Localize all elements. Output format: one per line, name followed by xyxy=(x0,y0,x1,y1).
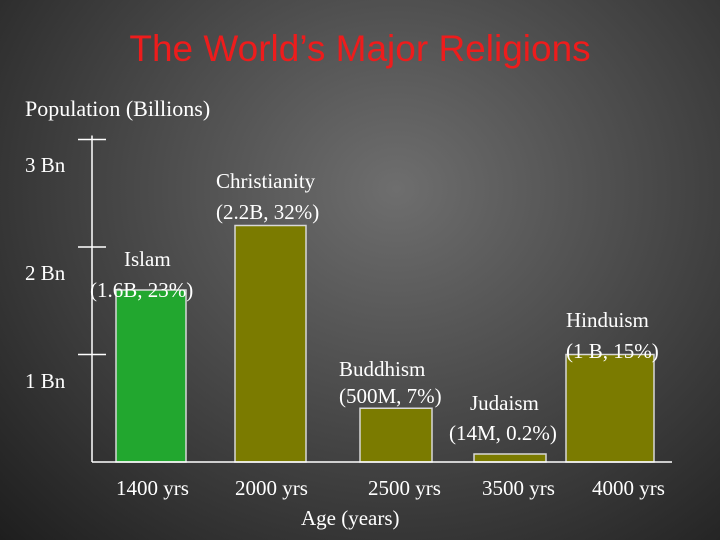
x-tick-label-2500: 2500 yrs xyxy=(368,476,441,500)
x-tick-label-4000: 4000 yrs xyxy=(592,476,665,500)
x-tick-label-2000: 2000 yrs xyxy=(235,476,308,500)
bar-label-buddhism-detail: (500M, 7%) xyxy=(339,384,442,408)
bar-label-islam-name: Islam xyxy=(124,247,171,271)
bar-christianity xyxy=(234,224,307,463)
bar-label-buddhism-name: Buddhism xyxy=(339,357,426,381)
x-axis-label: Age (years) xyxy=(301,506,400,530)
x-tick-label-3500: 3500 yrs xyxy=(482,476,555,500)
x-tick-label-1400: 1400 yrs xyxy=(116,476,189,500)
y-axis-label: Population (Billions) xyxy=(25,96,211,121)
bar-buddhism xyxy=(359,407,433,463)
bar-islam xyxy=(115,289,187,463)
bar-label-judaism-detail: (14M, 0.2%) xyxy=(449,421,557,445)
chart-title: The World’s Major Religions xyxy=(129,28,591,69)
bar-hinduism xyxy=(565,353,655,463)
y-tick-label-2: 2 Bn xyxy=(25,261,66,285)
y-tick-label-3: 3 Bn xyxy=(25,153,66,177)
bar-label-judaism-name: Judaism xyxy=(470,391,539,415)
bar-label-christianity-name: Christianity xyxy=(216,169,316,193)
bar-label-islam-detail: (1.6B, 23%) xyxy=(90,278,194,302)
bar-label-christianity-detail: (2.2B, 32%) xyxy=(216,200,320,224)
bar-label-hinduism-detail: (1 B, 15%) xyxy=(566,339,659,363)
bar-label-hinduism-name: Hinduism xyxy=(566,308,649,332)
y-tick-label-1: 1 Bn xyxy=(25,369,66,393)
bar-judaism xyxy=(473,453,547,463)
